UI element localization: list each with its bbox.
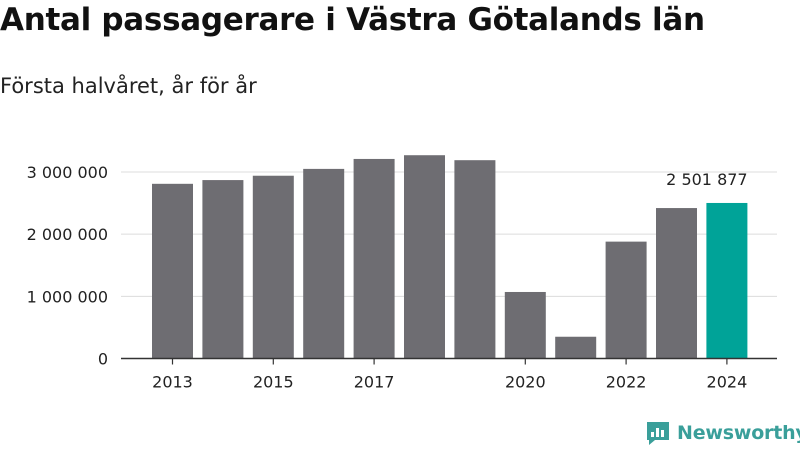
bars [152, 155, 748, 359]
bar-2016 [303, 168, 345, 359]
y-tick-label: 0 [98, 350, 108, 369]
bar-2022 [605, 241, 647, 359]
bar-2021 [555, 336, 597, 359]
chart-subtitle: Första halvåret, år för år [0, 74, 257, 98]
data-label-2024: 2 501 877 [666, 170, 747, 189]
x-tick-label: 2017 [354, 373, 395, 392]
bar-chart: 0 1 000 000 2 000 000 3 000 000 2013 2015 2017… [27, 155, 777, 392]
x-tick-label: 2015 [253, 373, 294, 392]
x-tick-label: 2020 [505, 373, 546, 392]
chart-title: Antal passagerare i Västra Götalands län [0, 2, 705, 38]
bar-2024 [706, 202, 748, 359]
bar-2015 [252, 175, 294, 359]
bar-2019 [454, 160, 496, 359]
bar-2014 [202, 180, 244, 359]
bar-2018 [404, 155, 445, 359]
x-tick-label: 2013 [152, 373, 193, 392]
bar-2023 [656, 208, 697, 359]
y-tick-label: 1 000 000 [27, 287, 108, 306]
labels: 0 1 000 000 2 000 000 3 000 000 2013 2015 2017… [27, 163, 748, 392]
bar-2020 [504, 291, 546, 359]
y-tick-label: 2 000 000 [27, 225, 108, 244]
bar-2017 [353, 158, 395, 359]
brand-name: Newsworthy [677, 422, 800, 444]
brand-logo: Newsworthy [645, 420, 800, 446]
x-tick-label: 2022 [606, 373, 647, 392]
x-tick-label: 2024 [707, 373, 748, 392]
axes [121, 357, 777, 365]
y-tick-label: 3 000 000 [27, 163, 108, 182]
bar-2013 [152, 183, 193, 359]
newsworthy-logo-icon [647, 422, 669, 445]
